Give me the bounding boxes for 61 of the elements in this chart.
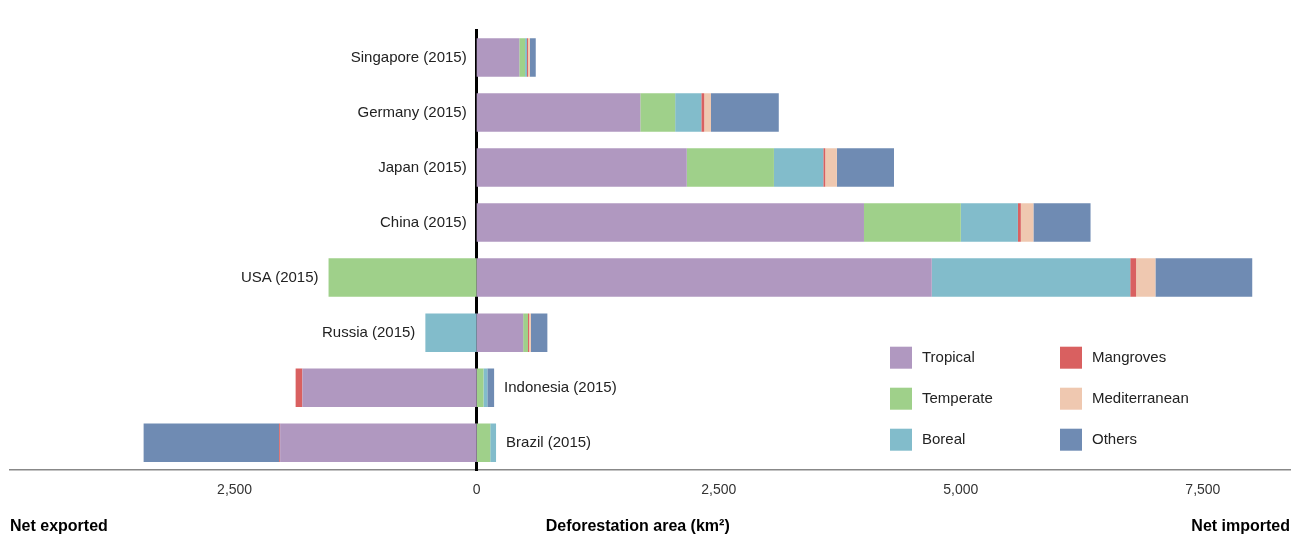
bar <box>523 313 528 352</box>
bar <box>530 313 548 352</box>
bar <box>675 93 702 132</box>
legend-label: Temperate <box>922 388 993 406</box>
y-tick-label: Russia (2015) <box>321 322 416 340</box>
bar <box>425 313 477 352</box>
bar <box>1020 203 1034 242</box>
x-tick-label: 2,500 <box>217 481 253 498</box>
bar <box>686 148 774 187</box>
bar <box>476 203 864 242</box>
text: Net exported <box>10 517 108 535</box>
bar <box>704 93 711 132</box>
y-tick-label: Japan (2015) <box>378 157 467 175</box>
legend-label: Tropical <box>922 347 975 365</box>
x-tick-label: 7,500 <box>1185 481 1221 498</box>
bar <box>476 93 641 132</box>
bar <box>490 423 497 462</box>
bar <box>960 203 1018 242</box>
bar <box>280 423 477 462</box>
bar <box>931 258 1131 297</box>
bar <box>487 368 495 407</box>
bar <box>1033 203 1091 242</box>
y-tick-label: China (2015) <box>379 212 467 230</box>
bar <box>476 423 491 462</box>
y-tick-label: USA (2015) <box>241 267 319 285</box>
bar <box>483 368 488 407</box>
bar <box>476 148 687 187</box>
bar <box>529 38 536 77</box>
bar <box>476 368 484 407</box>
legend-label: Mediterranean <box>1092 388 1189 406</box>
bar <box>701 93 705 132</box>
y-tick-label: Singapore (2015) <box>350 47 467 65</box>
legend-label: Mangroves <box>1092 347 1167 365</box>
bar <box>1155 258 1253 297</box>
x-axis-title: Deforestation area (km²) <box>545 517 730 535</box>
bar <box>476 313 524 352</box>
bar <box>295 368 303 407</box>
text: Net imported <box>1191 517 1290 535</box>
y-tick-label: Indonesia (2015) <box>504 377 617 395</box>
legend-label: Boreal <box>922 429 966 447</box>
y-tick-label: Germany (2015) <box>357 102 467 120</box>
bar <box>863 203 961 242</box>
x-tick-label: 2,500 <box>701 481 737 498</box>
x-tick-label: 0 <box>472 481 481 498</box>
bar <box>476 38 520 77</box>
bar <box>711 93 779 132</box>
bar <box>302 368 477 407</box>
x-tick-label: 5,000 <box>943 481 979 498</box>
bar <box>519 38 526 77</box>
bar <box>1130 258 1137 297</box>
bar <box>640 93 676 132</box>
bar <box>836 148 894 187</box>
bar <box>1136 258 1156 297</box>
bar <box>773 148 824 187</box>
bar <box>825 148 837 187</box>
bar <box>1017 203 1021 242</box>
legend-label: Others <box>1092 429 1138 447</box>
bar <box>476 258 932 297</box>
bar <box>143 423 280 462</box>
y-tick-label: Brazil (2015) <box>506 432 592 450</box>
bar <box>328 258 477 297</box>
